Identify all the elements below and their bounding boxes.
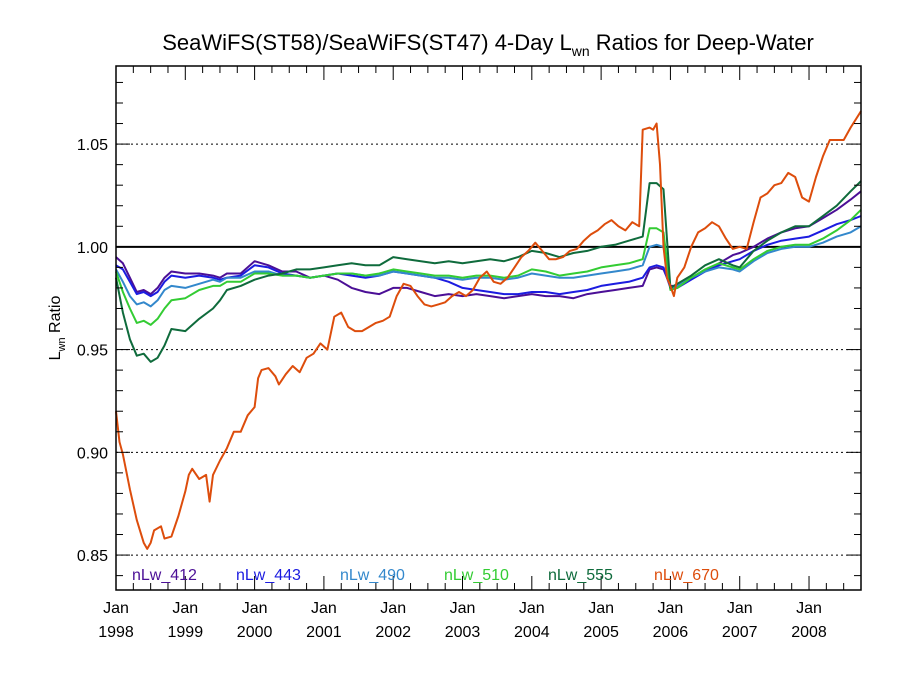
ylabel-suffix: Ratio <box>47 296 64 338</box>
legend-item-nLw_510: nLw_510 <box>444 567 509 584</box>
x-tick-year-4: 2002 <box>375 624 411 641</box>
y-tick-label-2: 0.95 <box>77 343 108 360</box>
y-tick-label-4: 1.05 <box>77 137 108 154</box>
x-tick-year-7: 2005 <box>583 624 619 641</box>
axis-ticks <box>115 66 862 590</box>
series-line-nLw_510 <box>115 209 862 326</box>
x-tick-labels: Jan 1998 Jan 1999 Jan 2000 Jan 2001 Jan 2002 Jan 20… <box>98 600 827 641</box>
x-tick-year-5: 2003 <box>445 624 481 641</box>
series-lines <box>115 110 862 550</box>
y-tick-labels: 0.85 0.90 0.95 1.00 1.05 <box>77 137 108 565</box>
series-line-nLw_670 <box>115 110 862 550</box>
y-tick-label-0: 0.85 <box>77 548 108 565</box>
x-tick-month-1: Jan <box>172 600 198 617</box>
x-tick-month-6: Jan <box>519 600 545 617</box>
series-line-nLw_412 <box>115 190 862 300</box>
ylabel-subscript: wn <box>56 337 68 352</box>
x-tick-year-8: 2006 <box>653 624 689 641</box>
x-tick-month-4: Jan <box>380 600 406 617</box>
ylabel-main: L <box>47 351 64 360</box>
x-tick-month-9: Jan <box>727 600 753 617</box>
title-suffix: Ratios for Deep-Water <box>590 30 814 55</box>
legend-item-nLw_443: nLw_443 <box>236 567 301 584</box>
y-tick-label-1: 0.90 <box>77 445 108 462</box>
legend-item-nLw_670: nLw_670 <box>654 567 719 584</box>
x-tick-year-1: 1999 <box>168 624 204 641</box>
title-subscript: wn <box>571 43 590 59</box>
chart-title: SeaWiFS(ST58)/SeaWiFS(ST47) 4-Day Lwn Ra… <box>162 30 814 59</box>
x-tick-month-2: Jan <box>242 600 268 617</box>
y-tick-label-3: 1.00 <box>77 240 108 257</box>
x-tick-year-3: 2001 <box>306 624 342 641</box>
x-tick-month-8: Jan <box>658 600 684 617</box>
x-tick-year-9: 2007 <box>722 624 758 641</box>
legend-item-nLw_555: nLw_555 <box>548 567 613 584</box>
x-tick-month-5: Jan <box>450 600 476 617</box>
x-tick-month-10: Jan <box>796 600 822 617</box>
x-tick-year-10: 2008 <box>791 624 827 641</box>
grid-lines <box>116 143 861 556</box>
x-tick-month-0: Jan <box>103 600 129 617</box>
title-main: SeaWiFS(ST58)/SeaWiFS(ST47) 4-Day L <box>162 30 572 55</box>
legend-item-nLw_490: nLw_490 <box>340 567 405 584</box>
x-tick-year-6: 2004 <box>514 624 550 641</box>
x-tick-year-2: 2000 <box>237 624 273 641</box>
plot-frame <box>115 65 862 591</box>
legend: nLw_412 nLw_443 nLw_490 nLw_510 nLw_555 nLw_6… <box>132 567 719 584</box>
x-tick-month-7: Jan <box>588 600 614 617</box>
series-line-nLw_555 <box>115 180 862 363</box>
legend-item-nLw_412: nLw_412 <box>132 567 197 584</box>
x-tick-year-0: 1998 <box>98 624 134 641</box>
series-line-nLw_490 <box>115 225 862 308</box>
y-axis-label: Lwn Ratio <box>47 296 68 361</box>
x-tick-month-3: Jan <box>311 600 337 617</box>
